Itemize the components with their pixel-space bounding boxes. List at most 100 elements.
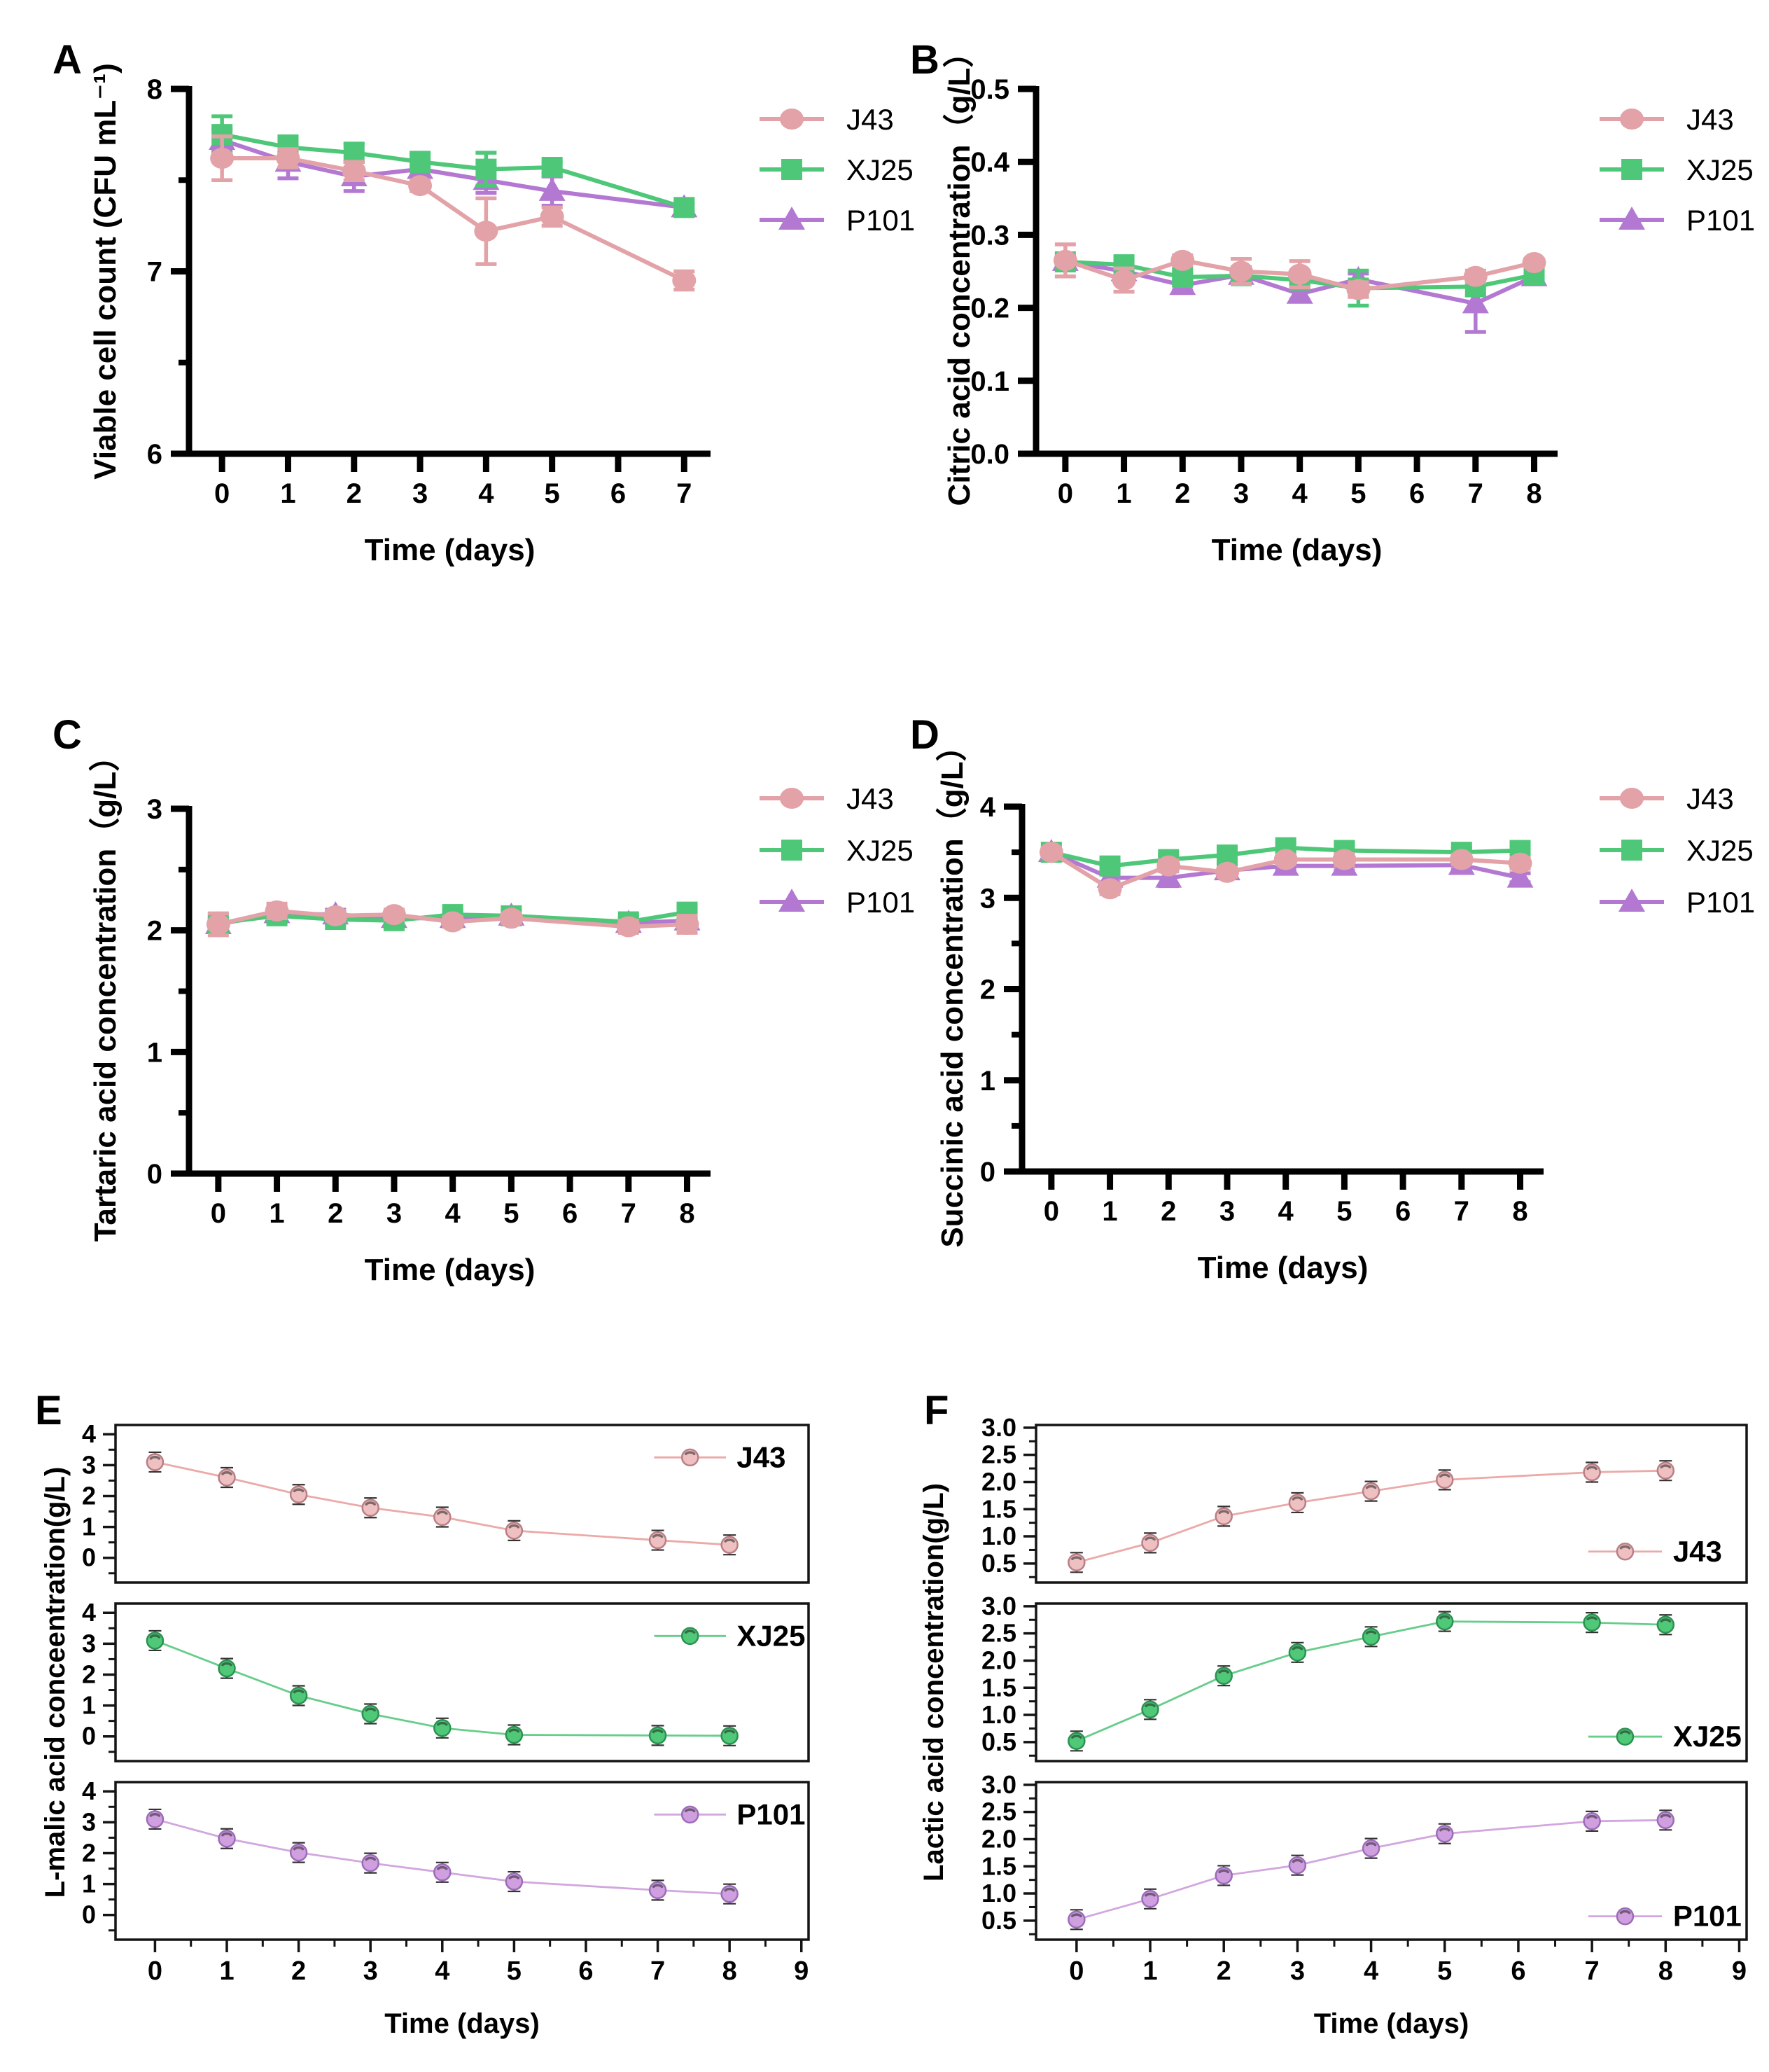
- panel-tartaric-acid: C 0 1 2 3 0 1 2 3 4 5 6 7 8 Time (days) Tartaric acid …: [21, 700, 924, 1372]
- panel-letter-a: A: [53, 37, 82, 83]
- svg-text:3.0: 3.0: [981, 1770, 1016, 1799]
- svg-text:2: 2: [1175, 478, 1190, 509]
- svg-text:2.0: 2.0: [981, 1467, 1016, 1496]
- svg-text:J43: J43: [846, 103, 894, 136]
- panel-letter-b: B: [910, 37, 939, 83]
- svg-text:Time (days): Time (days): [384, 2008, 540, 2039]
- svg-text:4: 4: [1278, 1196, 1294, 1227]
- svg-text:5: 5: [1350, 478, 1366, 509]
- svg-text:3: 3: [363, 1956, 378, 1986]
- svg-text:J43: J43: [846, 782, 894, 815]
- svg-text:5: 5: [1437, 1956, 1452, 1986]
- svg-text:6: 6: [1395, 1196, 1411, 1227]
- svg-text:7: 7: [1468, 478, 1483, 509]
- svg-text:9: 9: [1732, 1956, 1747, 1986]
- svg-text:0: 0: [147, 1159, 162, 1190]
- svg-text:3.0: 3.0: [981, 1592, 1016, 1620]
- svg-text:2: 2: [328, 1198, 343, 1229]
- svg-text:3: 3: [386, 1198, 402, 1229]
- svg-text:0.5: 0.5: [970, 74, 1009, 105]
- svg-text:J43: J43: [736, 1440, 785, 1473]
- svg-text:2.5: 2.5: [981, 1798, 1016, 1826]
- svg-text:0.2: 0.2: [970, 293, 1009, 324]
- viable-cell-count-chart: 6 7 8 0 1 2 3 4 5 6 7 Time (days) Viable cell count …: [88, 63, 915, 567]
- svg-text:0.5: 0.5: [981, 1727, 1016, 1756]
- svg-text:1: 1: [147, 1037, 162, 1068]
- svg-text:Time (days): Time (days): [365, 533, 536, 567]
- svg-text:6: 6: [1511, 1956, 1525, 1986]
- svg-text:J43: J43: [1686, 782, 1734, 815]
- succinic-acid-chart: 0 1 2 3 4 0 1 2 3 4 5 6 7 8 Time (days) Succinic acid c…: [935, 730, 1755, 1285]
- svg-text:8: 8: [722, 1956, 737, 1986]
- svg-text:1.0: 1.0: [981, 1879, 1016, 1907]
- svg-text:P101: P101: [1686, 886, 1755, 919]
- svg-text:XJ25: XJ25: [736, 1619, 805, 1652]
- svg-text:L-malic acid conceentration(g/: L-malic acid conceentration(g/L): [40, 1467, 71, 1898]
- svg-text:6: 6: [610, 478, 626, 509]
- panel-letter-f: F: [924, 1388, 949, 1433]
- svg-text:0.5: 0.5: [981, 1549, 1016, 1578]
- svg-text:0: 0: [1058, 478, 1073, 509]
- svg-text:3: 3: [980, 883, 995, 914]
- svg-text:8: 8: [147, 74, 162, 105]
- svg-text:XJ25: XJ25: [846, 834, 914, 867]
- svg-text:4: 4: [445, 1198, 461, 1229]
- svg-text:4: 4: [1292, 478, 1308, 509]
- svg-text:7: 7: [621, 1198, 636, 1229]
- svg-text:Succinic acid concentration（g/: Succinic acid concentration（g/L）: [935, 730, 970, 1247]
- svg-text:0.4: 0.4: [970, 147, 1009, 178]
- svg-text:XJ25: XJ25: [1686, 153, 1754, 186]
- svg-text:J43: J43: [1686, 103, 1734, 136]
- svg-text:4: 4: [980, 792, 996, 823]
- svg-text:1: 1: [980, 1066, 995, 1097]
- svg-text:1.5: 1.5: [981, 1851, 1016, 1880]
- svg-text:Tartaric acid concentration（g/: Tartaric acid concentration（g/L）: [88, 741, 123, 1242]
- svg-text:8: 8: [679, 1198, 694, 1229]
- svg-text:8: 8: [1526, 478, 1541, 509]
- svg-text:Time (days): Time (days): [365, 1253, 536, 1287]
- svg-text:1: 1: [82, 1691, 96, 1720]
- svg-text:0.3: 0.3: [970, 220, 1009, 251]
- svg-text:Time (days): Time (days): [1314, 2008, 1469, 2039]
- svg-text:1.0: 1.0: [981, 1522, 1016, 1550]
- svg-text:XJ25: XJ25: [1686, 834, 1754, 867]
- svg-text:4: 4: [1364, 1956, 1378, 1986]
- svg-text:2: 2: [147, 916, 162, 947]
- svg-text:4: 4: [82, 1598, 96, 1627]
- svg-text:Time (days): Time (days): [1198, 1251, 1369, 1285]
- svg-text:5: 5: [545, 478, 560, 509]
- svg-text:2: 2: [1217, 1956, 1231, 1986]
- svg-text:P101: P101: [1686, 204, 1755, 237]
- svg-text:3: 3: [82, 1450, 96, 1479]
- panel-succinic-acid: D 0 1 2 3 4 0 1 2 3 4 5 6 7 8 Time (days) Succinic acid…: [900, 700, 1769, 1372]
- svg-text:3: 3: [1219, 1196, 1235, 1227]
- svg-text:5: 5: [507, 1956, 522, 1986]
- panel-citric-acid: B 0.0 0.1 0.2 0.3 0.4 0.5 0 1 2 3 4 5 6 7 8 Time (days)…: [900, 21, 1769, 672]
- svg-text:0: 0: [148, 1956, 162, 1986]
- svg-text:0.0: 0.0: [970, 439, 1009, 470]
- panel-letter-e: E: [35, 1388, 62, 1433]
- svg-text:1: 1: [1116, 478, 1131, 509]
- svg-text:1: 1: [1102, 1196, 1117, 1227]
- svg-text:3: 3: [147, 794, 162, 825]
- svg-text:3.0: 3.0: [981, 1413, 1016, 1442]
- svg-text:4: 4: [82, 1419, 96, 1448]
- svg-text:XJ25: XJ25: [846, 153, 914, 186]
- svg-text:XJ25: XJ25: [1673, 1720, 1742, 1753]
- svg-text:2.0: 2.0: [981, 1646, 1016, 1674]
- svg-text:1: 1: [219, 1956, 234, 1986]
- svg-text:4: 4: [435, 1956, 449, 1986]
- panel-lactic-acid: F 0.5 1.0 1.5 2.0 2.5 3.0 J43 0.5 1.0 1.5 2.0 2.5 3.…: [900, 1369, 1769, 2072]
- svg-text:7: 7: [1585, 1956, 1600, 1986]
- svg-text:1: 1: [1142, 1956, 1157, 1986]
- svg-text:0.5: 0.5: [981, 1906, 1016, 1935]
- svg-text:4: 4: [478, 478, 494, 509]
- svg-text:0: 0: [1069, 1956, 1084, 1986]
- svg-text:P101: P101: [736, 1798, 805, 1830]
- citric-acid-chart: 0.0 0.1 0.2 0.3 0.4 0.5 0 1 2 3 4 5 6 7 8 Time (days) Ci…: [942, 37, 1755, 567]
- svg-text:Time (days): Time (days): [1212, 533, 1383, 567]
- panel-letter-c: C: [53, 712, 82, 758]
- svg-text:6: 6: [147, 439, 162, 470]
- svg-text:3: 3: [82, 1629, 96, 1657]
